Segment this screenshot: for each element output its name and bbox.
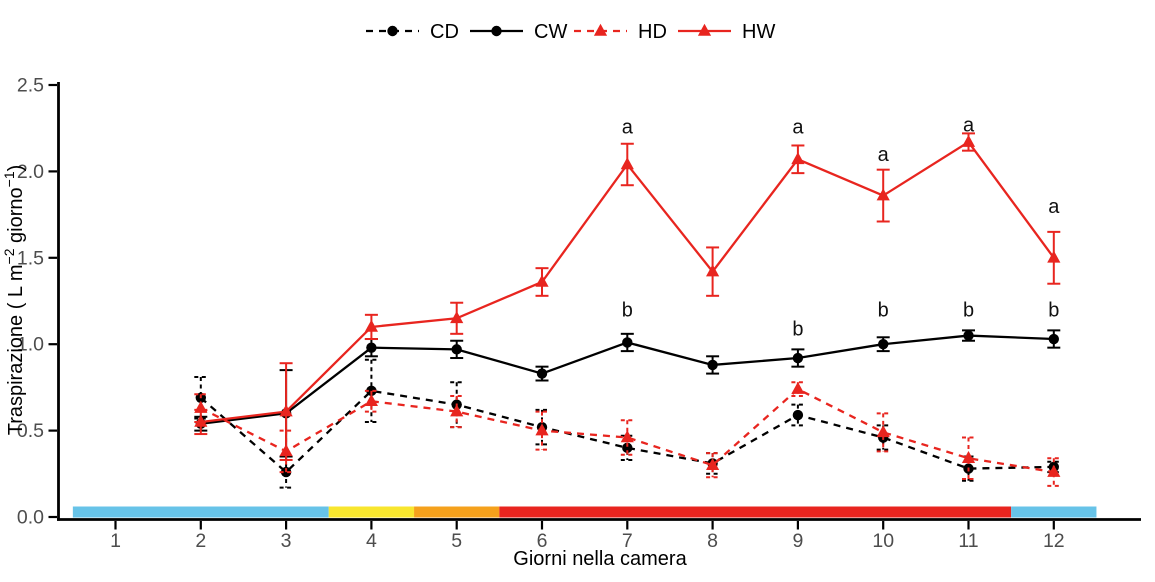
data-point-triangle: [1047, 250, 1061, 263]
legend-label-HD: HD: [638, 21, 667, 43]
data-point-triangle: [706, 264, 720, 277]
phase-band-yellow-phase: [328, 506, 415, 518]
data-point-circle: [451, 344, 462, 355]
data-point-triangle: [593, 23, 608, 36]
data-point-triangle: [620, 430, 634, 443]
data-point-triangle: [791, 152, 805, 165]
data-point-triangle: [961, 451, 976, 464]
series-HD: [194, 381, 1061, 487]
x-tick-label: 6: [537, 530, 548, 552]
x-axis-title: Giorni nella camera: [513, 548, 687, 570]
letter-b-day7: b: [622, 300, 633, 322]
y-tick-label: 2.5: [17, 75, 44, 97]
y-axis-title: Traspirazione ( L m−2​ giorno−1​): [1, 165, 27, 436]
data-point-circle: [622, 337, 633, 348]
x-tick-label: 1: [110, 530, 121, 552]
legend-label-HW: HW: [742, 21, 775, 43]
phase-band-blue-phase-end: [1011, 506, 1097, 518]
legend: CD CW HD HW: [366, 21, 775, 43]
letter-a-day12: a: [1048, 196, 1060, 218]
x-tick-label: 5: [451, 530, 462, 552]
data-point-triangle: [620, 157, 634, 170]
data-point-circle: [366, 385, 377, 397]
phase-band-red-phase: [499, 506, 1012, 518]
data-point-circle: [707, 359, 718, 371]
letter-a-day11: a: [963, 115, 975, 137]
data-point-triangle: [364, 394, 378, 407]
significance-letters: a a a a a b b b b b: [622, 115, 1061, 341]
data-point-circle: [491, 25, 502, 37]
x-tick-label: 3: [281, 530, 292, 552]
data-point-triangle: [535, 274, 549, 287]
data-point-triangle: [791, 381, 805, 394]
axes: 1 2 3 4 5 6 7 8 9 10 11 120.00.51.01.52.02.5Traspir…: [1, 75, 1141, 552]
x-tick-label: 4: [366, 530, 377, 552]
series-line-CD: [200, 389, 1054, 474]
data-point-triangle: [535, 423, 549, 436]
phase-band-blue-phase-start: [72, 506, 329, 518]
data-point-circle: [622, 442, 633, 454]
legend-item-HW: HW: [678, 21, 775, 43]
data-point-triangle: [450, 404, 464, 417]
legend-label-CW: CW: [534, 21, 567, 43]
data-point-triangle: [1047, 464, 1061, 477]
data-point-circle: [963, 330, 974, 341]
y-tick-label: 1.5: [17, 247, 44, 269]
data-point-circle: [792, 352, 804, 364]
letter-b-day9: b: [792, 319, 803, 341]
data-point-triangle: [279, 404, 293, 417]
legend-item-CW: CW: [470, 21, 567, 43]
letter-b-day10: b: [878, 300, 889, 322]
x-tick-label: 10: [872, 530, 894, 552]
legend-item-HD: HD: [574, 21, 667, 43]
y-tick-label: 0.5: [17, 420, 44, 442]
data-point-triangle: [706, 457, 720, 470]
data-point-circle: [387, 25, 398, 37]
data-point-circle: [792, 409, 804, 421]
x-tick-label: 12: [1043, 530, 1065, 552]
x-tick-label: 9: [792, 530, 803, 552]
phase-band-orange-phase: [414, 506, 500, 518]
legend-item-CD: CD: [366, 21, 459, 43]
x-tick-label: 8: [707, 530, 718, 552]
y-tick-label: 0.0: [17, 507, 44, 529]
data-point-circle: [1048, 333, 1060, 345]
data-point-triangle: [961, 134, 976, 147]
legend-label-CD: CD: [430, 21, 459, 43]
data-point-circle: [536, 368, 548, 379]
letter-b-day11: b: [963, 300, 974, 322]
letter-a-day10: a: [878, 144, 890, 166]
data-point-triangle: [194, 414, 208, 427]
data-point-triangle: [876, 425, 890, 438]
y-tick-label: 2.0: [17, 161, 44, 183]
data-point-triangle: [364, 319, 378, 332]
letter-b-day12: b: [1048, 300, 1059, 322]
x-tick-label: 2: [195, 530, 206, 552]
data-point-circle: [878, 339, 889, 350]
series-line-HD: [200, 387, 1054, 474]
series-HW: [194, 132, 1061, 461]
data-series: [194, 132, 1061, 489]
x-tick-label: 7: [622, 530, 633, 552]
data-point-circle: [366, 342, 377, 353]
data-point-triangle: [697, 23, 712, 36]
letter-a-day7: a: [622, 116, 634, 138]
letter-a-day9: a: [792, 116, 804, 138]
x-tick-label: 11: [958, 530, 978, 552]
data-point-triangle: [450, 311, 464, 324]
phase-bands: [72, 506, 1097, 518]
y-tick-label: 1.0: [17, 334, 44, 356]
data-point-triangle: [876, 188, 890, 201]
